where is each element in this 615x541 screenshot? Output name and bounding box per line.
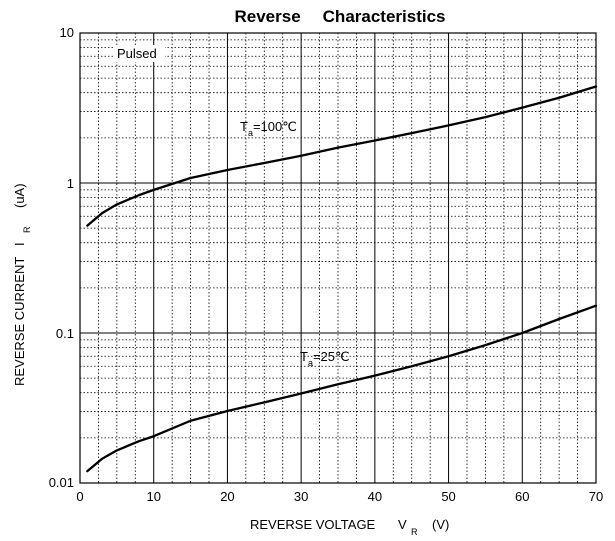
x-axis-subscript: R [411,527,418,537]
x-tick-labels: 0 10 20 30 40 50 60 70 [76,489,603,504]
pulsed-label: Pulsed [117,46,157,61]
t25-subscript: a [308,358,313,368]
x-tick-label: 10 [146,489,160,504]
y-tick-labels: 0.01 0.1 1 10 [49,25,74,490]
x-tick-label: 30 [294,489,308,504]
grid-major [80,33,596,483]
y-tick-label: 0.01 [49,475,74,490]
series-1-line [86,85,598,227]
y-axis-subscript: R [22,226,32,233]
x-axis-label: REVERSE VOLTAGE [250,517,376,532]
series-2-line [86,304,598,473]
x-axis-label-text: REVERSE VOLTAGE [250,517,376,532]
y-tick-label: 10 [60,25,74,40]
x-tick-label: 50 [441,489,455,504]
series-layer [86,85,598,473]
chart-title: Reverse Characteristics [234,7,445,26]
t25-symbol: T [300,349,308,364]
x-tick-label: 40 [368,489,382,504]
x-axis-unit: (V) [432,517,449,532]
y-axis-unit: (uA) [12,183,27,208]
t100-subscript: a [248,128,253,138]
t100-text: =100℃ [253,119,297,134]
x-tick-label: 60 [515,489,529,504]
x-tick-label: 20 [220,489,234,504]
y-axis-symbol: I [12,242,27,246]
t100-symbol: T [240,119,248,134]
plot-frame [79,32,597,484]
pulsed-label-background [113,45,165,62]
t25-label: Ta=25℃ [300,349,350,368]
x-tick-label: 0 [76,489,83,504]
chart-title-word-2: Characteristics [323,7,446,26]
x-tick-label: 70 [589,489,603,504]
y-axis-label: REVERSE CURRENT I R (uA) [12,183,32,386]
t25-text: =25℃ [313,349,350,364]
chart-title-word-1: Reverse [234,7,300,26]
grid-minor [80,33,596,483]
y-axis-label-text: REVERSE CURRENT [12,257,27,386]
x-axis-symbol: V [398,517,407,532]
y-tick-label: 1 [67,176,74,191]
y-tick-label: 0.1 [56,326,74,341]
t100-label: Ta=100℃ [240,119,297,138]
